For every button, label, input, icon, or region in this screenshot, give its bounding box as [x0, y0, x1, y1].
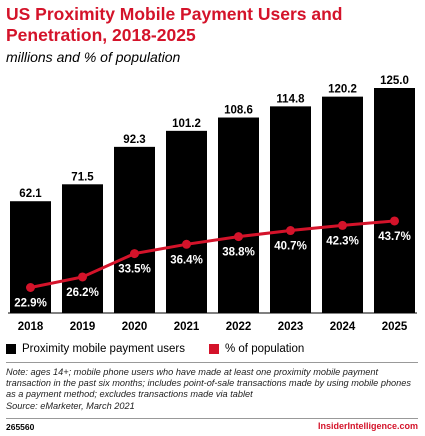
line-value-label-2019: 26.2%: [66, 287, 99, 299]
chart-subtitle: millions and % of population: [6, 49, 181, 65]
line-value-label-2018: 22.9%: [14, 298, 47, 310]
brand-logo: InsiderIntelligence.com: [317, 421, 418, 431]
bar-value-label-2021: 101.2: [172, 118, 201, 130]
chart-note: Note: ages 14+; mobile phone users who h…: [6, 367, 418, 412]
legend-swatch-penetration: [208, 344, 219, 354]
bar-2023: [270, 106, 311, 313]
legend-label-penetration: % of population: [224, 343, 305, 355]
x-tick-label-2019: 2019: [70, 321, 96, 333]
bar-2022: [218, 117, 259, 314]
chart-id: 265560: [6, 422, 35, 432]
bar-value-label-2025: 125.0: [380, 75, 409, 87]
point-penetration-2018: [26, 283, 35, 292]
bar-value-label-2023: 114.8: [276, 93, 305, 105]
bar-value-label-2018: 62.1: [19, 188, 42, 200]
point-penetration-2020: [130, 249, 139, 259]
x-tick-label-2018: 2018: [18, 321, 44, 333]
point-penetration-2023: [286, 226, 295, 236]
source-text: Source: eMarketer, March 2021: [6, 400, 135, 411]
line-value-label-2025: 43.7%: [378, 231, 411, 243]
bar-value-label-2022: 108.6: [224, 105, 253, 117]
point-penetration-2024: [338, 220, 347, 230]
note-text: Note: ages 14+; mobile phone users who h…: [6, 367, 411, 400]
divider-top: [6, 362, 418, 363]
point-penetration-2019: [78, 272, 87, 282]
bar-2018: [10, 201, 51, 313]
x-tick-label-2025: 2025: [382, 321, 408, 333]
x-tick-label-2023: 2023: [278, 321, 304, 333]
x-tick-label-2024: 2024: [330, 321, 356, 333]
x-tick-label-2022: 2022: [226, 321, 252, 333]
point-penetration-2022: [234, 232, 243, 242]
bar-value-label-2020: 92.3: [123, 134, 145, 146]
bar-2019: [62, 184, 103, 313]
bar-2025: [374, 88, 415, 313]
point-penetration-2021: [182, 239, 191, 249]
bar-2021: [166, 130, 207, 313]
line-penetration: [30, 219, 395, 289]
bar-value-label-2019: 71.5: [71, 171, 94, 183]
legend-swatch-users: [6, 344, 16, 354]
chart-title: US Proximity Mobile Payment Users and Pe…: [6, 4, 343, 45]
legend-label-users: Proximity mobile payment users: [22, 343, 185, 355]
x-tick-label-2020: 2020: [122, 321, 148, 333]
bar-2024: [322, 96, 363, 313]
line-value-label-2021: 36.4%: [170, 254, 203, 266]
combo-chart: 62.1 2018 71.5 2019 92.3 2020 101.2 2021 108.6 20…: [8, 75, 417, 333]
divider-bottom: [6, 418, 418, 419]
line-value-label-2020: 33.5%: [118, 264, 151, 276]
line-value-label-2022: 38.8%: [222, 247, 255, 259]
legend: Proximity mobile payment users % of popu…: [6, 343, 328, 355]
point-penetration-2025: [390, 216, 399, 226]
legend-item-penetration: % of population: [208, 343, 305, 355]
legend-item-users: Proximity mobile payment users: [6, 343, 185, 355]
line-value-label-2024: 42.3%: [326, 235, 359, 247]
bar-2020: [114, 146, 155, 313]
bar-value-label-2024: 120.2: [328, 84, 357, 96]
x-tick-label-2021: 2021: [174, 321, 200, 333]
line-value-label-2023: 40.7%: [274, 241, 307, 253]
